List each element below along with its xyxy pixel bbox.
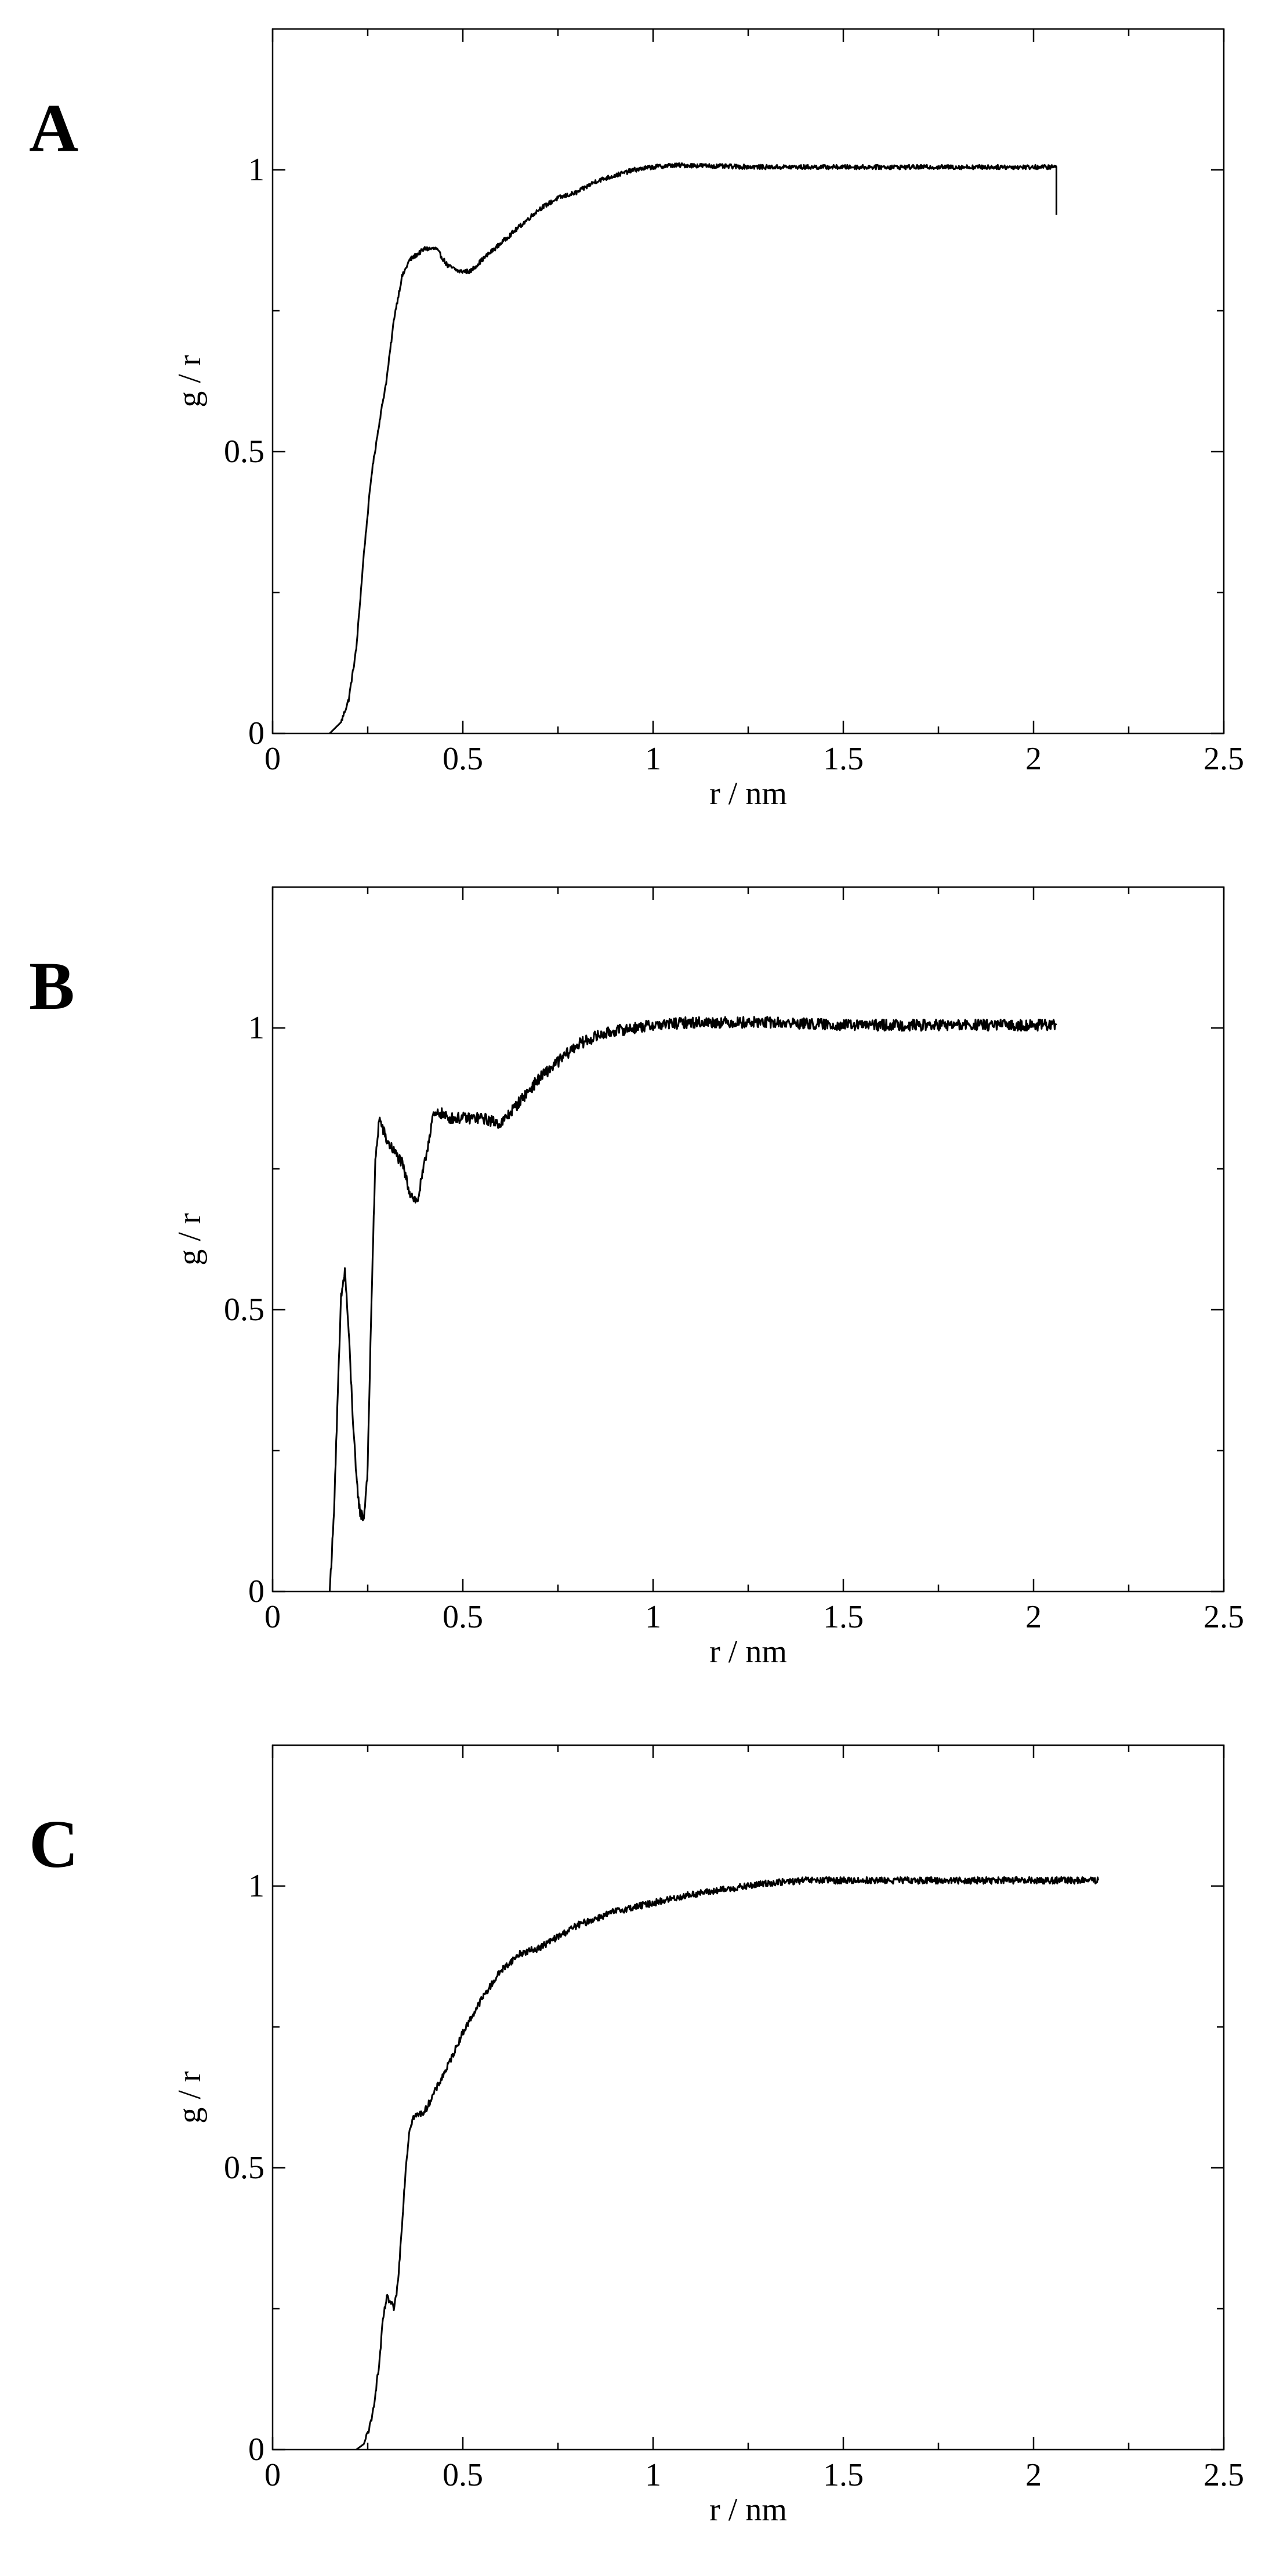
x-tick-label: 1 [645, 741, 661, 777]
x-tick-label: 2.5 [1204, 741, 1244, 777]
x-tick-label: 1 [645, 1599, 661, 1635]
plot-frame [271, 28, 1225, 735]
chart-panel-c: C 0 0.5 1 1.5 2 2.5 0 0.5 1 r / nm g / r [0, 1716, 1276, 2576]
x-tick-label: 0.5 [443, 741, 483, 777]
x-axis-label: r / nm [709, 776, 787, 812]
y-axis-label: g / r [172, 355, 208, 408]
chart-a-svg: A 0 0.5 1 1.5 2 2.5 0 0.5 1 r / nm g / r [29, 28, 1244, 812]
panel-label-c: C [29, 1806, 78, 1882]
y-tick-label: 0.5 [224, 434, 264, 470]
x-tick-label: 1 [645, 2457, 661, 2493]
x-tick-label: 0.5 [443, 1599, 483, 1635]
panel-label-b: B [29, 948, 75, 1024]
chart-c-svg: C 0 0.5 1 1.5 2 2.5 0 0.5 1 r / nm g / r [29, 1744, 1244, 2528]
x-axis-label: r / nm [709, 1634, 787, 1670]
y-tick-label: 1 [248, 1868, 264, 1904]
chart-panel-a: A 0 0.5 1 1.5 2 2.5 0 0.5 1 r / nm g / r [0, 0, 1276, 858]
panel-label-a: A [29, 90, 78, 166]
series-line-b [328, 1016, 1057, 1592]
y-axis-label: g / r [172, 2071, 208, 2124]
x-tick-label: 1.5 [823, 741, 864, 777]
y-tick-label: 1 [248, 152, 264, 188]
y-tick-label: 0 [248, 1574, 264, 1609]
y-axis-label: g / r [172, 1213, 208, 1266]
x-tick-label: 0 [264, 1599, 281, 1635]
y-tick-label: 0 [248, 715, 264, 751]
x-tick-label: 2 [1025, 741, 1042, 777]
y-tick-label: 0 [248, 2432, 264, 2468]
x-tick-label: 0 [264, 741, 281, 777]
chart-panel-b: B 0 0.5 1 1.5 2 2.5 0 0.5 1 r / nm g / r [0, 858, 1276, 1716]
x-tick-label: 0 [264, 2457, 281, 2493]
x-tick-label: 2 [1025, 1599, 1042, 1635]
x-axis-label: r / nm [709, 2492, 787, 2528]
y-tick-label: 1 [248, 1010, 264, 1046]
x-tick-label: 0.5 [443, 2457, 483, 2493]
y-tick-label: 0.5 [224, 2150, 264, 2186]
plot-frame [271, 886, 1225, 1593]
x-tick-label: 1.5 [823, 1599, 864, 1635]
y-tick-label: 0.5 [224, 1292, 264, 1328]
x-tick-label: 2 [1025, 2457, 1042, 2493]
x-tick-label: 1.5 [823, 2457, 864, 2493]
x-tick-label: 2.5 [1204, 2457, 1244, 2493]
x-tick-label: 2.5 [1204, 1599, 1244, 1635]
plot-frame [271, 1744, 1225, 2451]
series-line-a [329, 162, 1057, 735]
series-line-c [356, 1876, 1099, 2451]
chart-b-svg: B 0 0.5 1 1.5 2 2.5 0 0.5 1 r / nm g / r [29, 886, 1244, 1670]
